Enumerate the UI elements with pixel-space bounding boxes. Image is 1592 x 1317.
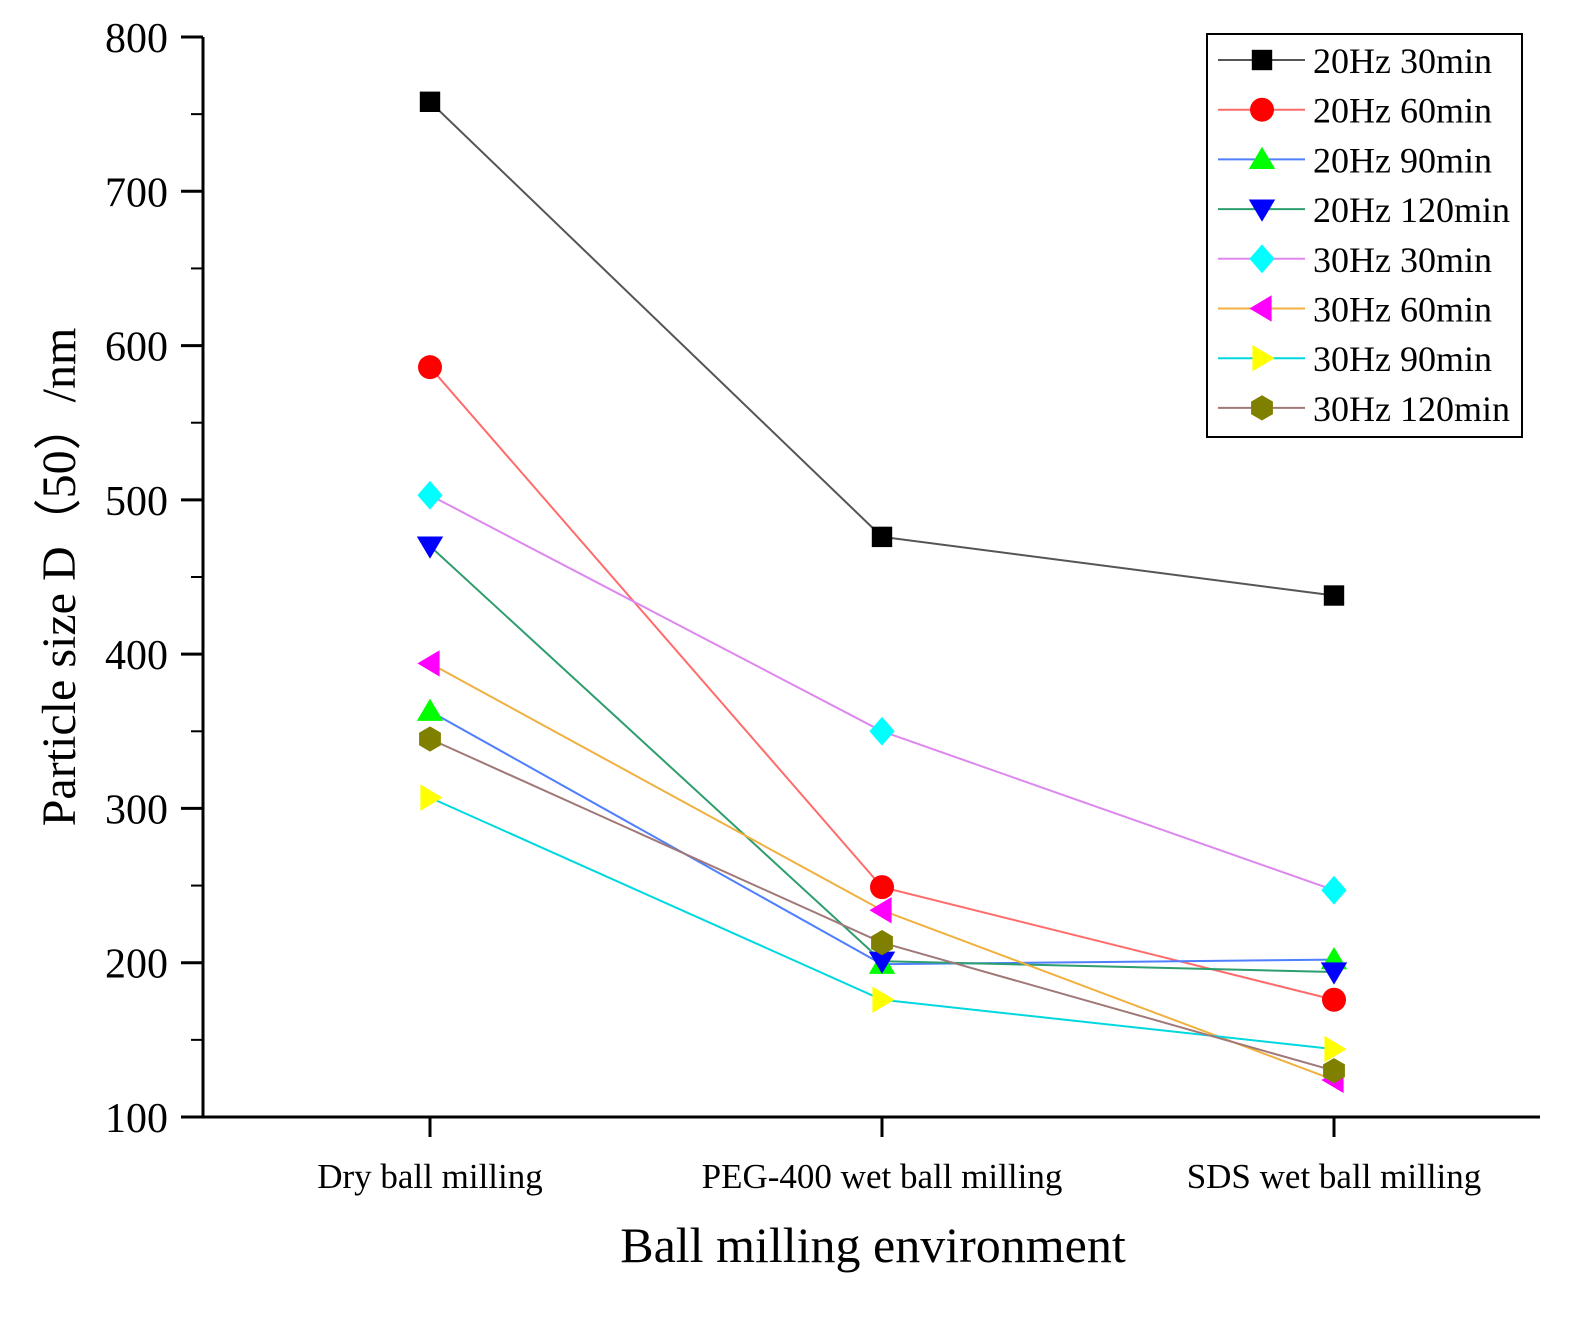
series-markers <box>416 91 1348 1094</box>
data-point-4-2 <box>1321 875 1347 905</box>
y-tick-label: 500 <box>105 479 168 525</box>
y-tick-label: 400 <box>105 633 168 679</box>
y-tick-label: 200 <box>105 942 168 988</box>
data-point-4-0 <box>417 480 443 510</box>
data-point-5-1 <box>869 897 892 924</box>
legend-marker <box>1252 345 1275 372</box>
data-point-7-1 <box>871 930 893 956</box>
legend-entry: 30Hz 90min <box>1313 339 1492 379</box>
data-point-3-0 <box>416 536 444 559</box>
y-tick-label: 600 <box>105 325 168 371</box>
data-point-0-2 <box>1323 585 1345 606</box>
series-line-4 <box>429 494 1335 892</box>
data-point-1-2 <box>1322 987 1346 1012</box>
y-tick-label: 800 <box>105 16 168 62</box>
data-point-3-2 <box>1320 962 1348 985</box>
y-tick-label: 700 <box>105 170 168 216</box>
series-line-0 <box>429 101 1335 597</box>
legend-entry: 20Hz 90min <box>1313 140 1492 180</box>
data-point-0-1 <box>871 526 893 548</box>
data-point-6-1 <box>872 986 895 1013</box>
data-point-6-0 <box>420 784 443 811</box>
legend-marker <box>1251 395 1273 421</box>
series-line-2 <box>429 710 1335 966</box>
data-point-1-1 <box>870 875 894 900</box>
y-ticks: 100 200 300 400 500 600 700 800 <box>105 16 203 1142</box>
legend-entry: 20Hz 30min <box>1313 41 1492 81</box>
legend-entry: 20Hz 120min <box>1313 190 1510 230</box>
data-point-1-0 <box>418 355 442 380</box>
data-point-0-0 <box>419 91 441 112</box>
data-point-5-0 <box>417 650 440 677</box>
data-point-2-0 <box>416 698 444 721</box>
series-line-6 <box>429 796 1335 1051</box>
legend-entry: 30Hz 120min <box>1313 389 1510 429</box>
y-tick-label: 300 <box>105 787 168 833</box>
data-point-6-2 <box>1324 1035 1347 1063</box>
x-axis-label: Ball milling environment <box>620 1217 1126 1273</box>
legend-marker <box>1251 49 1273 71</box>
data-point-7-2 <box>1323 1058 1345 1084</box>
legend-entry: 30Hz 60min <box>1313 290 1492 330</box>
y-axis-label: Particle size D（50）/nm <box>33 328 86 827</box>
legend-marker <box>1248 199 1276 222</box>
legend-entry: 30Hz 30min <box>1313 240 1492 280</box>
legend: 20Hz 30min 20Hz 60min 20Hz 90min 20Hz 120mi… <box>1206 33 1523 438</box>
x-tick-label: Dry ball milling <box>317 1157 543 1196</box>
x-tick-label: PEG-400 wet ball milling <box>702 1157 1063 1196</box>
y-tick-label: 100 <box>105 1096 168 1142</box>
legend-marker <box>1249 295 1272 322</box>
legend-marker <box>1250 97 1274 122</box>
legend-entry: 20Hz 60min <box>1313 91 1492 131</box>
data-point-3-1 <box>868 951 896 974</box>
data-point-4-1 <box>869 716 895 746</box>
legend-marker <box>1249 244 1275 274</box>
x-tick-label: SDS wet ball milling <box>1187 1157 1482 1196</box>
legend-marker <box>1248 146 1276 169</box>
data-point-7-0 <box>419 726 441 752</box>
x-ticks: Dry ball milling PEG-400 wet ball milling… <box>317 1117 1481 1196</box>
